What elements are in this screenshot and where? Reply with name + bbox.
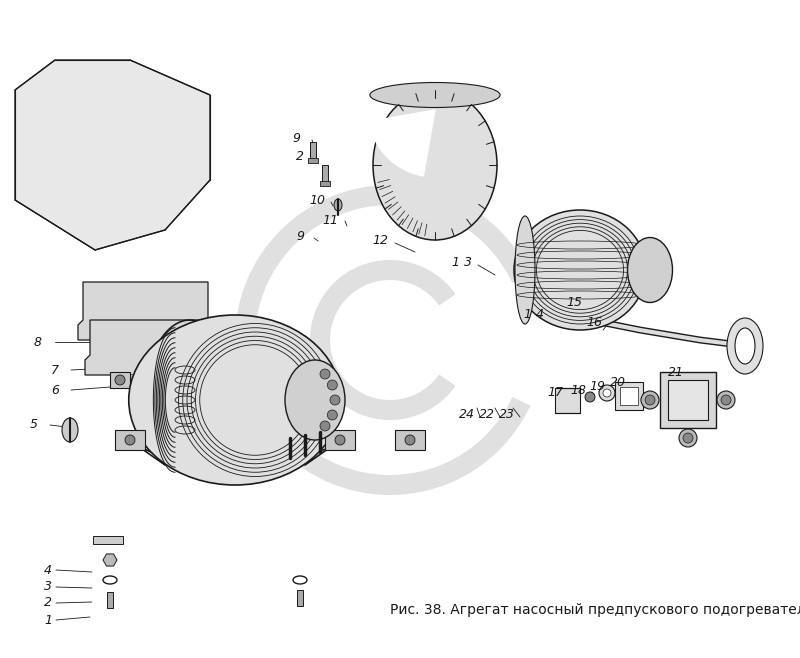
Ellipse shape (373, 90, 497, 240)
Bar (395, 430, 425, 450)
Bar (297, 590, 303, 606)
Ellipse shape (727, 318, 763, 374)
Text: 19: 19 (589, 380, 605, 393)
Text: 22: 22 (479, 409, 495, 422)
Text: 8: 8 (34, 336, 42, 349)
Polygon shape (552, 303, 568, 317)
Text: 15: 15 (566, 297, 582, 309)
Bar (320, 181, 330, 186)
Polygon shape (15, 60, 210, 250)
Bar (450, 330, 545, 350)
Text: 23: 23 (499, 409, 515, 422)
Text: 5: 5 (30, 418, 38, 432)
Ellipse shape (515, 216, 535, 324)
Ellipse shape (514, 210, 646, 330)
Ellipse shape (735, 328, 755, 364)
Ellipse shape (405, 435, 415, 445)
Ellipse shape (645, 395, 655, 405)
Ellipse shape (627, 238, 673, 303)
Ellipse shape (129, 315, 342, 485)
Ellipse shape (62, 418, 78, 442)
Bar (660, 372, 716, 428)
Bar (93, 536, 123, 544)
Text: 1: 1 (44, 613, 52, 626)
Text: 2: 2 (296, 151, 304, 163)
Ellipse shape (370, 82, 500, 107)
Bar (322, 165, 328, 183)
Text: 20: 20 (610, 376, 626, 390)
Bar (310, 142, 316, 160)
Text: 6: 6 (51, 384, 59, 397)
Ellipse shape (335, 435, 345, 445)
Ellipse shape (717, 391, 735, 409)
Polygon shape (78, 282, 213, 340)
Ellipse shape (125, 435, 135, 445)
Text: 4: 4 (44, 563, 52, 576)
Bar (668, 380, 708, 420)
Polygon shape (110, 372, 130, 388)
Ellipse shape (320, 421, 330, 431)
Text: 10: 10 (309, 193, 325, 207)
Bar (555, 388, 580, 413)
Wedge shape (390, 266, 565, 414)
Text: 7: 7 (51, 363, 59, 376)
Ellipse shape (255, 375, 265, 385)
Ellipse shape (330, 395, 340, 405)
Bar (615, 382, 643, 410)
Ellipse shape (285, 360, 345, 440)
Text: 1 3: 1 3 (452, 257, 472, 270)
Text: 3: 3 (44, 580, 52, 594)
Ellipse shape (603, 389, 611, 397)
Text: 16: 16 (586, 315, 602, 328)
Bar (107, 592, 113, 608)
Polygon shape (250, 372, 270, 388)
Ellipse shape (320, 369, 330, 379)
Ellipse shape (327, 410, 338, 420)
Ellipse shape (679, 429, 697, 447)
Text: 12: 12 (372, 234, 388, 247)
Text: 11: 11 (322, 213, 338, 226)
Bar (620, 387, 638, 405)
Wedge shape (390, 283, 490, 397)
Bar (115, 430, 145, 450)
Text: 1 4: 1 4 (524, 309, 544, 322)
Ellipse shape (115, 375, 125, 385)
Text: 18: 18 (570, 384, 586, 397)
Text: 9: 9 (292, 132, 300, 145)
Bar (325, 430, 355, 450)
Ellipse shape (334, 199, 342, 211)
Ellipse shape (641, 391, 659, 409)
Wedge shape (390, 283, 525, 397)
Text: 21: 21 (668, 367, 684, 380)
Wedge shape (369, 110, 435, 176)
Ellipse shape (683, 433, 693, 443)
Text: 9: 9 (296, 230, 304, 243)
Ellipse shape (599, 385, 615, 401)
Ellipse shape (585, 392, 595, 402)
Polygon shape (85, 320, 210, 375)
Text: 17: 17 (547, 386, 563, 399)
Ellipse shape (327, 380, 338, 390)
Ellipse shape (721, 395, 731, 405)
Bar (308, 158, 318, 163)
Text: 2: 2 (44, 597, 52, 609)
Text: Рис. 38. Агрегат насосный предпускового подогревателя: Рис. 38. Агрегат насосный предпускового … (390, 603, 800, 617)
Wedge shape (390, 305, 450, 374)
Text: 24: 24 (459, 409, 475, 422)
Polygon shape (103, 554, 117, 566)
